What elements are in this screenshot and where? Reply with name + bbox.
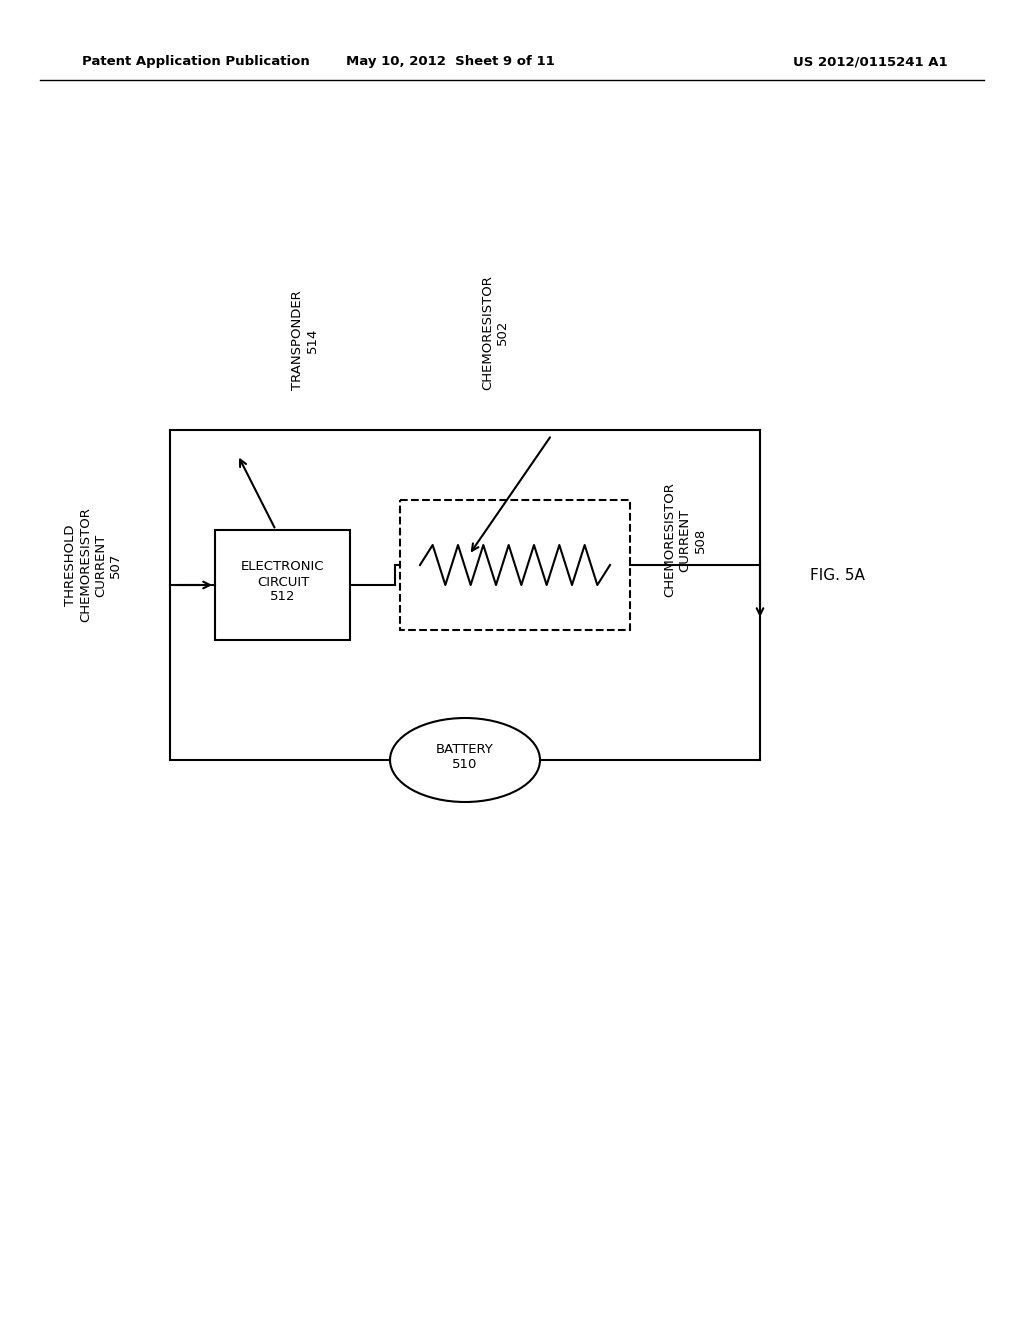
- Text: US 2012/0115241 A1: US 2012/0115241 A1: [793, 55, 947, 69]
- Text: FIG. 5A: FIG. 5A: [810, 568, 865, 582]
- Text: TRANSPONDER
514: TRANSPONDER 514: [291, 290, 319, 389]
- Text: CHEMORESISTOR
502: CHEMORESISTOR 502: [481, 275, 509, 389]
- Text: BATTERY
510: BATTERY 510: [436, 743, 494, 771]
- Text: CHEMORESISTOR
CURRENT
508: CHEMORESISTOR CURRENT 508: [664, 483, 707, 598]
- Bar: [215, 531, 350, 640]
- Bar: [400, 500, 630, 630]
- Text: THRESHOLD
CHEMORESISTOR
CURRENT
507: THRESHOLD CHEMORESISTOR CURRENT 507: [63, 508, 122, 623]
- Text: May 10, 2012  Sheet 9 of 11: May 10, 2012 Sheet 9 of 11: [346, 55, 554, 69]
- Text: Patent Application Publication: Patent Application Publication: [82, 55, 309, 69]
- Ellipse shape: [390, 718, 540, 803]
- Text: ELECTRONIC
CIRCUIT
512: ELECTRONIC CIRCUIT 512: [242, 561, 325, 603]
